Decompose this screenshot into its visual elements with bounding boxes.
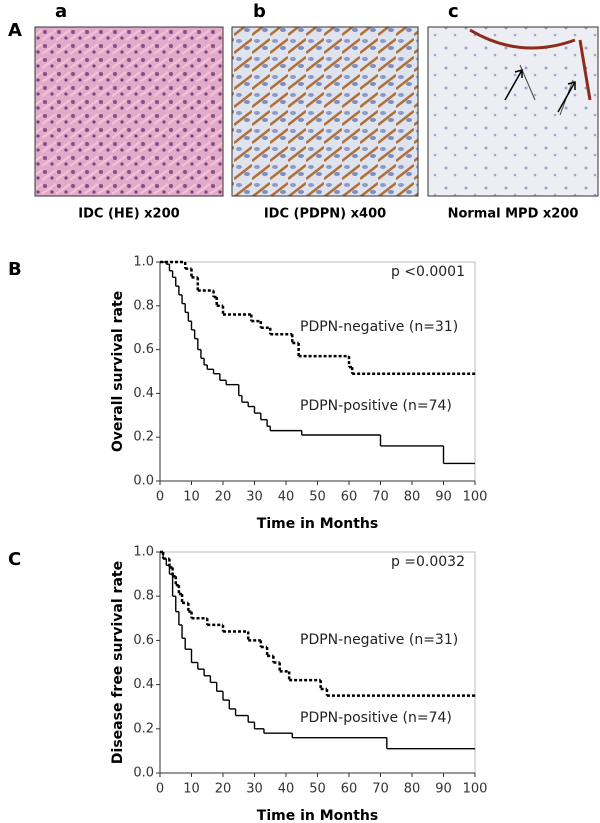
plot-frame <box>159 261 476 482</box>
x-axis-title: Time in Months <box>257 516 378 532</box>
panel-label: A <box>8 20 22 41</box>
y-tick-label: 0.8 <box>133 298 154 313</box>
series-label: PDPN-negative (n=31) <box>300 632 458 648</box>
y-tick-label: 0.0 <box>133 474 154 489</box>
y-tick-label: 0.6 <box>133 633 154 648</box>
y-tick-label: 0.8 <box>133 589 154 604</box>
series-label: PDPN-positive (n=74) <box>300 710 452 726</box>
annotation: p <0.0001 <box>391 264 465 280</box>
x-tick-label: 40 <box>278 782 295 797</box>
image-letter: a <box>55 1 67 22</box>
annotation: p =0.0032 <box>391 554 465 570</box>
image-caption: IDC (HE) x200 <box>78 207 179 222</box>
arrow <box>504 69 576 113</box>
x-tick-label: 10 <box>183 782 200 797</box>
y-axis-title: Disease free survival rate <box>110 561 126 764</box>
y-tick-label: 0.6 <box>133 342 154 357</box>
image-caption: Normal MPD x200 <box>448 207 579 222</box>
image-caption: IDC (PDPN) x400 <box>264 207 386 222</box>
x-tick-label: 80 <box>404 782 421 797</box>
x-tick-label: 30 <box>246 490 263 505</box>
y-tick-label: 0.0 <box>133 766 154 781</box>
x-tick-label: 0 <box>156 782 164 797</box>
x-tick-label: 60 <box>341 490 358 505</box>
x-tick-label: 80 <box>404 490 421 505</box>
x-tick-label: 40 <box>278 490 295 505</box>
y-tick-label: 0.4 <box>133 386 154 401</box>
image-letter: c <box>448 1 459 22</box>
x-tick-label: 90 <box>435 490 452 505</box>
y-tick-label: 0.4 <box>133 677 154 692</box>
y-axis-title: Overall survival rate <box>110 291 126 452</box>
x-tick-label: 30 <box>246 782 263 797</box>
plot-frame <box>159 551 476 774</box>
y-tick-label: 0.2 <box>133 721 154 736</box>
x-axis-title: Time in Months <box>257 808 378 823</box>
series-label: PDPN-negative (n=31) <box>300 319 458 335</box>
micrograph <box>427 26 599 197</box>
x-tick-label: 100 <box>463 782 488 797</box>
y-tick-label: 1.0 <box>133 255 154 270</box>
x-tick-label: 10 <box>183 490 200 505</box>
x-tick-label: 0 <box>156 490 164 505</box>
vessel <box>469 28 592 101</box>
series-label: PDPN-positive (n=74) <box>300 398 452 414</box>
x-tick-label: 50 <box>309 782 326 797</box>
panel-label: B <box>8 259 22 280</box>
x-tick-label: 70 <box>372 782 389 797</box>
x-tick-label: 90 <box>435 782 452 797</box>
y-tick-label: 1.0 <box>133 545 154 560</box>
x-tick-label: 50 <box>309 490 326 505</box>
micrograph <box>231 26 419 197</box>
panel-label: C <box>8 549 21 570</box>
x-tick-label: 20 <box>215 490 232 505</box>
micrograph <box>34 26 224 197</box>
x-tick-label: 100 <box>463 490 488 505</box>
x-tick-label: 60 <box>341 782 358 797</box>
x-tick-label: 70 <box>372 490 389 505</box>
x-tick-label: 20 <box>215 782 232 797</box>
image-letter: b <box>253 1 266 22</box>
y-tick-label: 0.2 <box>133 430 154 445</box>
